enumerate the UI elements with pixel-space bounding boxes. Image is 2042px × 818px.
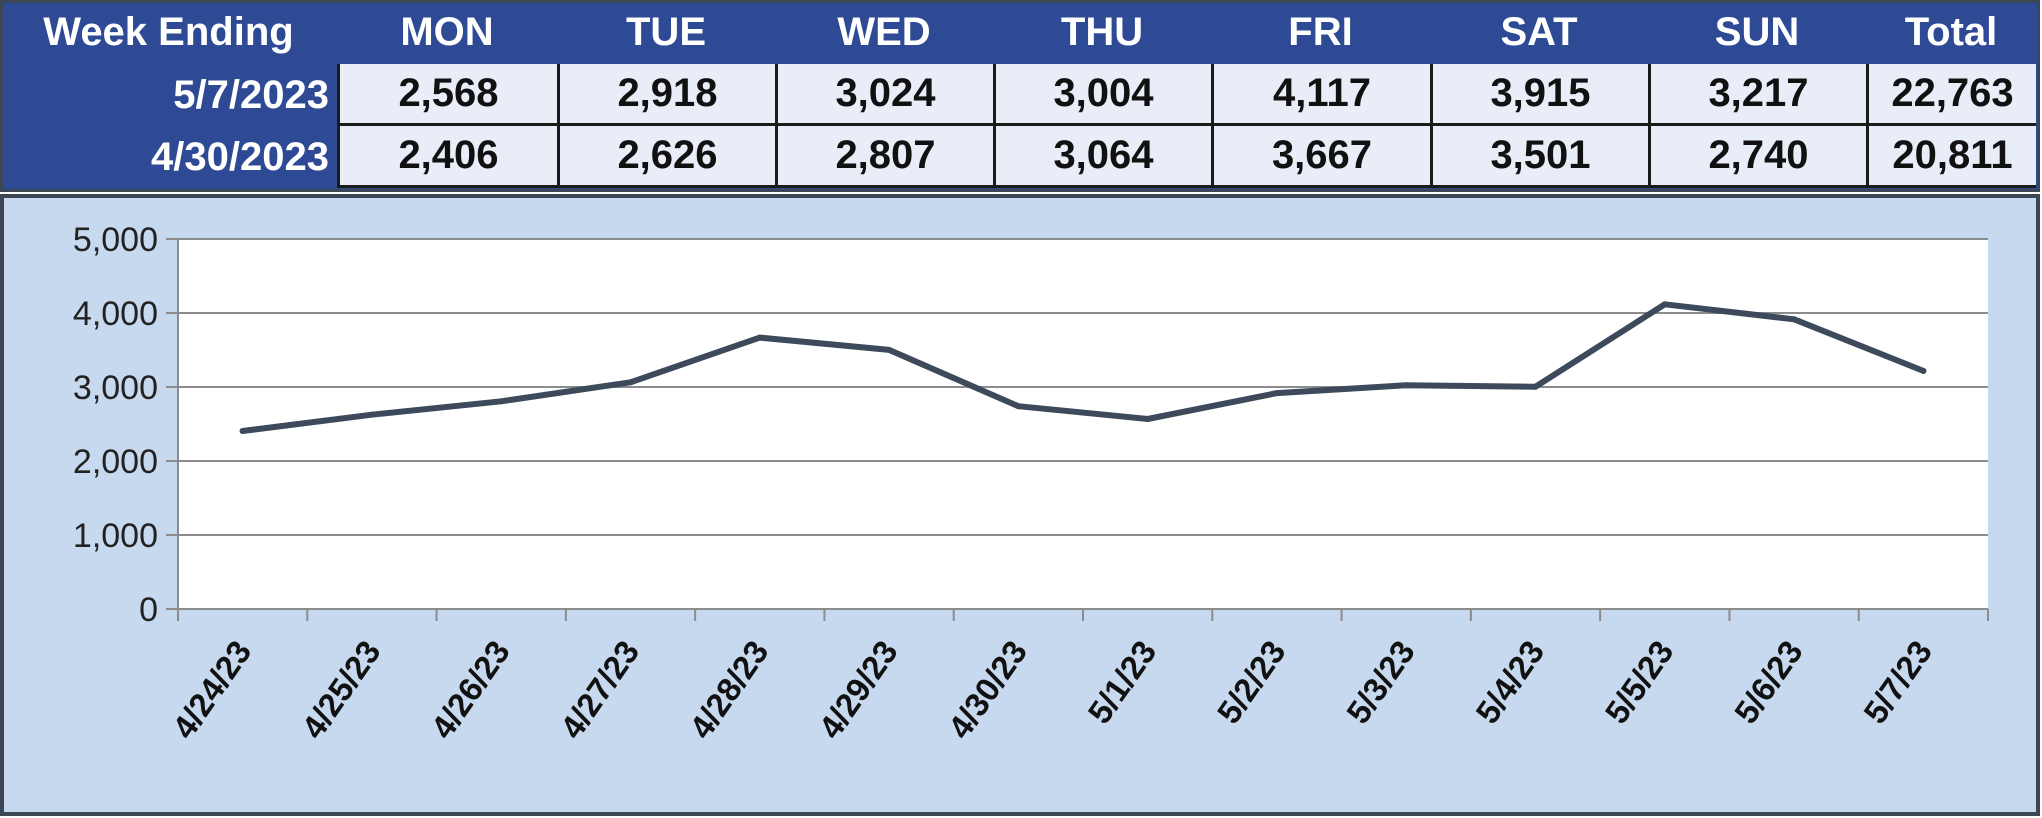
series-line [239, 301, 1927, 434]
table-cell-value: 3,024 [775, 64, 993, 126]
day-header-thu: THU [1060, 9, 1144, 54]
data-point [1403, 382, 1410, 389]
axes [177, 239, 1989, 621]
day-header-wed: WED [837, 9, 931, 54]
data-point [627, 379, 634, 386]
day-header-fri: FRI [1288, 9, 1353, 54]
daily-line-chart: 0 1,000 2,000 3,000 4,000 5,000 4/24/23 4/25/2… [73, 221, 1989, 745]
x-tick-label: 4/30/23 [941, 634, 1034, 745]
data-point [1532, 383, 1539, 390]
x-tick-label: 5/7/23 [1856, 634, 1939, 730]
table-cell-value: 2,807 [775, 126, 993, 188]
y-tick-label: 3,000 [73, 369, 158, 407]
week-ending-date: 5/7/2023 [173, 72, 329, 117]
y-tick-label: 5,000 [73, 221, 158, 259]
data-point [1791, 316, 1798, 323]
day-header-sat: SAT [1500, 9, 1578, 54]
data-point [1661, 301, 1668, 308]
week-ending-header: Week Ending [43, 9, 294, 54]
table-cell-value: 4,117 [1211, 64, 1430, 126]
table-cell-value: 3,004 [993, 64, 1211, 126]
gridlines [166, 238, 1988, 610]
table-cell-value: 2,626 [557, 126, 775, 188]
x-tick-label: 4/24/23 [165, 634, 258, 745]
data-point [1144, 415, 1151, 422]
table-cell-total: 22,763 [1866, 64, 2036, 126]
x-tick-label: 4/28/23 [682, 634, 775, 745]
week-ending-date: 4/30/2023 [151, 134, 329, 179]
data-point [1015, 403, 1022, 410]
x-tick-label: 5/3/23 [1339, 634, 1422, 730]
series [239, 301, 1927, 434]
data-point [1273, 390, 1280, 397]
table-cell-value: 2,740 [1648, 126, 1866, 188]
x-tick-label: 5/4/23 [1468, 634, 1551, 730]
table-cell-value: 3,501 [1430, 126, 1648, 188]
data-point [498, 398, 505, 405]
data-point [368, 411, 375, 418]
x-tick-label: 4/25/23 [294, 634, 387, 745]
y-tick-label: 1,000 [73, 517, 158, 555]
x-tick-label: 5/1/23 [1080, 634, 1163, 730]
y-tick-label: 0 [139, 591, 158, 629]
plot-area [178, 239, 1988, 609]
table-cell-value: 3,064 [993, 126, 1211, 188]
table-cell-total: 20,811 [1866, 126, 2036, 188]
table-cell-value: 2,918 [557, 64, 775, 126]
x-tick-label: 5/5/23 [1598, 634, 1681, 730]
table-cell-value: 2,406 [337, 126, 557, 188]
x-tick-labels: 4/24/23 4/25/23 4/26/23 4/27/23 4/28/23 4/29/… [165, 634, 1939, 745]
data-point [756, 334, 763, 341]
data-point [239, 427, 246, 434]
table-cell-value: 2,568 [337, 64, 557, 126]
x-tick-label: 4/27/23 [553, 634, 646, 745]
total-header: Total [1904, 9, 1998, 54]
x-tick-label: 4/29/23 [811, 634, 904, 745]
y-tick-labels: 0 1,000 2,000 3,000 4,000 5,000 [73, 221, 158, 629]
table-cell-value: 3,667 [1211, 126, 1430, 188]
table-cell-value: 3,217 [1648, 64, 1866, 126]
x-tick-label: 4/26/23 [423, 634, 516, 745]
day-header-sun: SUN [1714, 9, 1800, 54]
data-point [1920, 367, 1927, 374]
y-tick-label: 2,000 [73, 443, 158, 481]
day-header-tue: TUE [626, 9, 706, 54]
x-tick-label: 5/6/23 [1727, 634, 1810, 730]
day-header-mon: MON [400, 9, 494, 54]
y-tick-label: 4,000 [73, 295, 158, 333]
data-point [886, 346, 893, 353]
x-tick-label: 5/2/23 [1210, 634, 1293, 730]
table-cell-value: 3,915 [1430, 64, 1648, 126]
